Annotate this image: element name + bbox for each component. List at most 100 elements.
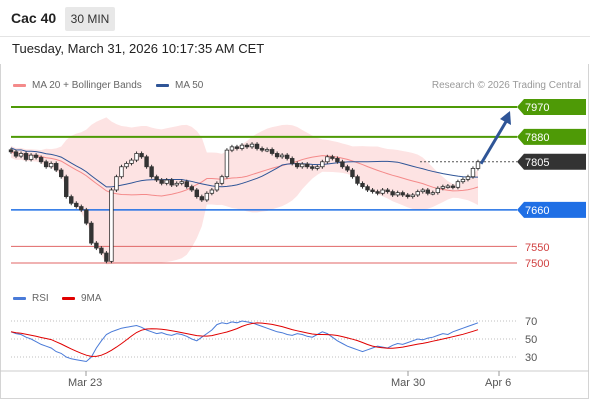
copyright-notice: Research © 2026 Trading Central (431, 80, 581, 91)
candle-body (405, 194, 410, 198)
rsi-ma-line (10, 322, 479, 357)
candle (274, 151, 280, 159)
candle-body (209, 189, 215, 194)
candle-body (33, 154, 39, 158)
candle-body (64, 176, 69, 198)
candle-body (18, 153, 24, 157)
candle-body (48, 163, 54, 168)
candle (335, 156, 340, 164)
candle-body (310, 166, 315, 169)
bollinger-band-layer (11, 117, 478, 265)
rsi-tick-70: 70 (525, 316, 537, 328)
candle (239, 143, 245, 151)
candle-body (43, 161, 49, 168)
candle (330, 154, 335, 161)
candle (254, 142, 260, 151)
candle (450, 184, 456, 190)
candles-layer (8, 142, 481, 264)
candle-body (229, 146, 235, 151)
current-price-label: 7805 (525, 157, 549, 169)
rsi-tick-50: 50 (525, 334, 537, 346)
candle (420, 187, 425, 194)
candle-body (315, 166, 320, 169)
candle-body (179, 181, 184, 184)
resistance-1-tag: 7880 (517, 128, 586, 145)
price-levels-layer (11, 106, 517, 264)
candle-body (259, 148, 265, 151)
candle-body (350, 169, 355, 178)
candle (229, 144, 235, 153)
candle (435, 186, 441, 195)
candle-body (114, 176, 119, 191)
candle (315, 164, 320, 171)
candle (264, 147, 270, 153)
candle (440, 184, 446, 191)
candle-body (254, 143, 260, 149)
candle-body (53, 163, 59, 171)
candle (380, 187, 385, 196)
price-labels-layer: 7970 7880 7805 7660 7550 7500 (517, 99, 586, 270)
candle (124, 161, 129, 169)
candle-body (159, 179, 164, 184)
candle-body (184, 181, 189, 188)
candle-body (475, 161, 481, 169)
candle (284, 153, 290, 161)
candle (69, 194, 74, 206)
candle-body (465, 176, 471, 180)
candle-body (420, 189, 425, 193)
instrument-name: Cac 40 (11, 10, 57, 26)
candle-body (99, 247, 104, 254)
candle (390, 189, 395, 197)
candle (114, 174, 119, 192)
candle-body (330, 156, 335, 159)
candle-body (239, 144, 245, 149)
ma20-line (10, 151, 479, 197)
candle-body (295, 163, 300, 168)
candle-body (430, 192, 436, 195)
candle (395, 190, 400, 197)
candle-body (74, 202, 79, 207)
candle-body (355, 176, 360, 184)
candle (79, 204, 84, 212)
candle-body (305, 163, 310, 168)
candle-body (119, 166, 124, 178)
candle-body (189, 186, 194, 191)
candle (460, 177, 466, 184)
timeframe-button[interactable]: 30 MIN (65, 7, 115, 31)
candle-body (365, 186, 370, 191)
moving-average-layer (10, 147, 479, 197)
candle-body (59, 169, 64, 178)
candle (269, 147, 275, 156)
candle-body (234, 146, 240, 149)
candle (249, 142, 255, 149)
x-label-mar30: Mar 30 (391, 377, 425, 389)
candle (149, 164, 154, 179)
candle-body (174, 182, 179, 186)
candle-body (109, 189, 114, 262)
current-price-tag: 7805 (517, 153, 586, 170)
candle-body (380, 189, 385, 194)
candle-body (169, 179, 174, 186)
candle (350, 168, 355, 179)
candle-body (395, 192, 400, 196)
candle (244, 143, 250, 149)
candle (355, 174, 360, 186)
candle (13, 149, 19, 159)
candle-body (279, 154, 285, 158)
candle (425, 187, 430, 196)
candle (320, 159, 325, 169)
candle (33, 153, 39, 160)
candle (214, 181, 220, 192)
ma50-swatch (156, 84, 169, 87)
legend-rsi: RSI (13, 293, 49, 304)
candle (18, 151, 24, 159)
candle (340, 159, 345, 169)
candle (325, 154, 330, 164)
timestamp: Tuesday, March 31, 2026 10:17:35 AM CET (12, 41, 265, 56)
candle (89, 221, 94, 246)
candle (134, 151, 139, 163)
candle-body (274, 153, 280, 158)
legend-ma50: MA 50 (156, 80, 203, 91)
candle (74, 201, 79, 209)
